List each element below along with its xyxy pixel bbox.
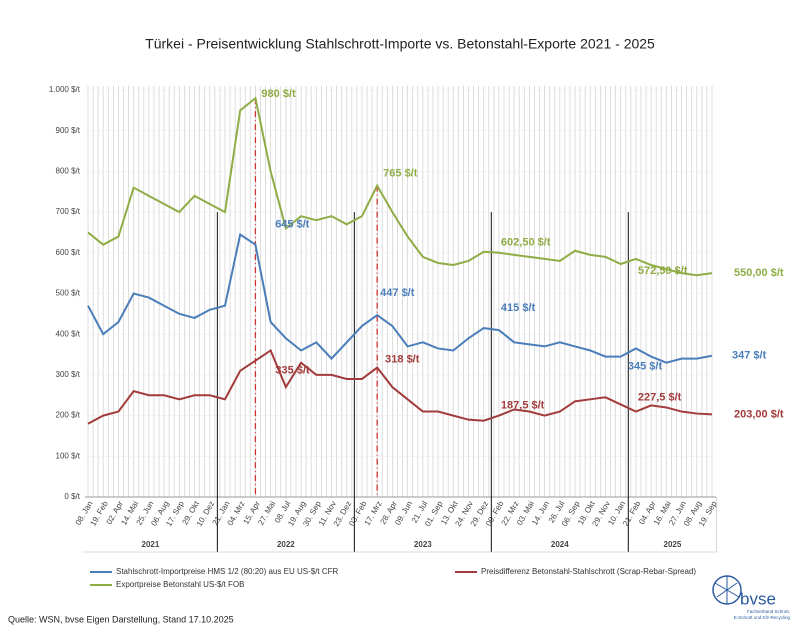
legend-label: Preisdifferenz Betonstahl-Stahlschrott (… [481, 567, 696, 576]
year-label: 2021 [142, 540, 160, 549]
y-tick-label: 500 $/t [56, 289, 81, 298]
logo-globe-lines [714, 576, 740, 604]
logo-subtitle: Fachverband Schrott, [747, 609, 790, 614]
series-line [87, 232, 713, 364]
annotation: 227,5 $/t [638, 391, 682, 403]
y-tick-label: 600 $/t [56, 248, 81, 257]
annotation: 347 $/t [732, 350, 767, 362]
y-tick-label: 900 $/t [56, 126, 81, 135]
y-tick-label: 1.000 $/t [49, 85, 81, 94]
y-tick-label: 800 $/t [56, 167, 81, 176]
annotation: 447 $/t [380, 287, 415, 299]
annotation: 980 $/t [261, 88, 296, 100]
legend-label: Stahlschrott-Importpreise HMS 1/2 (80:20… [116, 567, 339, 576]
y-tick-label: 200 $/t [56, 411, 81, 420]
logo-text: bvse [740, 589, 776, 608]
year-label: 2024 [551, 540, 569, 549]
annotation: 203,00 $/t [734, 408, 784, 420]
annotation: 765 $/t [383, 168, 418, 180]
annotation: 602,50 $/t [501, 237, 551, 249]
chart-title: Türkei - Preisentwicklung Stahlschrott-I… [145, 36, 655, 52]
year-label: 2023 [414, 540, 432, 549]
year-label: 2022 [277, 540, 295, 549]
annotation: 550,00 $/t [734, 267, 784, 279]
y-tick-label: 0 $/t [64, 492, 80, 501]
annotation: 572,50 $/t [638, 265, 688, 277]
y-tick-label: 700 $/t [56, 207, 81, 216]
source: Quelle: WSN, bvse Eigen Darstellung, Sta… [8, 614, 234, 624]
logo-subtitle: E-Schrott und Kfz-Recycling [734, 615, 791, 620]
series-line [87, 348, 713, 425]
logo: bvse Fachverband Schrott, E-Schrott und … [712, 575, 791, 620]
y-tick-label: 400 $/t [56, 329, 81, 338]
annotation: 335 $/t [275, 365, 310, 377]
year-label: 2025 [664, 540, 682, 549]
y-tick-label: 300 $/t [56, 370, 81, 379]
legend-label: Exportpreise Betonstahl US-$/t FOB [116, 580, 245, 589]
annotation: 415 $/t [501, 302, 536, 314]
annotation: 318 $/t [385, 353, 420, 365]
y-tick-label: 100 $/t [56, 451, 81, 460]
annotation: 345 $/t [628, 360, 663, 372]
series-line [87, 96, 713, 277]
annotation: 645 $/t [275, 218, 310, 230]
annotation: 187,5 $/t [501, 400, 545, 412]
